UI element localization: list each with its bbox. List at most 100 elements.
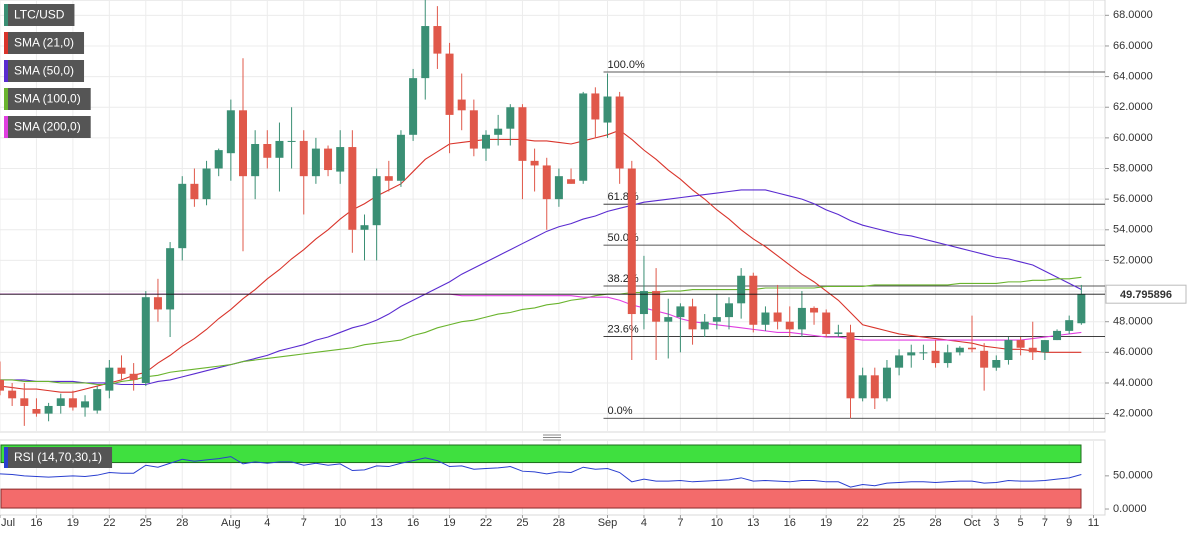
x-tick-label: 5: [1018, 517, 1024, 529]
x-tick-label: 16: [407, 517, 419, 529]
legend-swatch: [4, 4, 8, 26]
legend-label: SMA (21,0): [14, 36, 74, 50]
x-tick-label: 7: [301, 517, 307, 529]
candle-body: [882, 367, 891, 399]
legend-box: [4, 60, 85, 82]
legend-entry[interactable]: SMA (200,0): [4, 116, 91, 138]
candle-body: [105, 367, 114, 391]
x-tick-label: 28: [929, 517, 941, 529]
candle-body: [639, 291, 648, 315]
overbought-band: [0, 444, 1082, 464]
candle-body: [506, 107, 515, 129]
candle-body: [178, 183, 187, 249]
candle-body: [676, 306, 685, 318]
x-tick-label: 7: [677, 517, 683, 529]
candle-body: [955, 347, 964, 353]
x-tick-label: 10: [711, 517, 723, 529]
x-tick-label: 22: [103, 517, 115, 529]
x-tick-label: 16: [30, 517, 42, 529]
candle-body: [482, 134, 490, 149]
candle-body: [275, 140, 284, 158]
candle-body: [372, 176, 381, 226]
candle-body: [166, 248, 175, 310]
candle-body: [810, 307, 819, 313]
x-tick-label: Aug: [221, 517, 241, 529]
candle-body: [1065, 320, 1074, 331]
x-tick-label: 4: [641, 517, 647, 529]
fib-label: 23.6%: [608, 323, 639, 335]
candle-body: [725, 303, 733, 318]
y-tick-label: 64.0000: [1113, 71, 1153, 83]
legend-entry[interactable]: SMA (50,0): [4, 60, 85, 82]
candle-body: [943, 352, 952, 364]
candle-body: [141, 297, 150, 383]
candle-body: [214, 150, 223, 169]
x-tick-label: 3: [993, 517, 999, 529]
candle-body: [1053, 330, 1062, 341]
candle-body: [1077, 294, 1086, 324]
sma-line: [0, 189, 1082, 386]
candle-body: [834, 332, 843, 334]
candle-body: [615, 96, 624, 169]
candle-body: [1016, 340, 1025, 348]
candle-body: [20, 398, 29, 406]
x-tick-label: 25: [140, 517, 152, 529]
candle-body: [396, 134, 405, 181]
legend-entry[interactable]: SMA (21,0): [4, 32, 85, 54]
candle-body: [299, 140, 308, 177]
rsi-legend[interactable]: RSI (14,70,30,1): [4, 447, 113, 468]
legend-swatch: [4, 88, 8, 110]
x-tick-label: 4: [264, 517, 270, 529]
x-tick-label: 19: [443, 517, 455, 529]
y-tick-label: 62.0000: [1113, 101, 1153, 113]
x-tick-label: 10: [334, 517, 346, 529]
candle-body: [688, 306, 697, 330]
legend-swatch: [4, 60, 8, 82]
candle-body: [919, 352, 928, 354]
legend-box: [4, 4, 75, 26]
candle-body: [336, 147, 345, 172]
x-tick-label: 25: [516, 517, 528, 529]
candle-body: [324, 148, 333, 171]
candle-body: [567, 179, 576, 184]
y-tick-label: 54.0000: [1113, 224, 1153, 236]
candle-body: [749, 275, 758, 325]
x-tick-label: 28: [553, 517, 565, 529]
x-tick-label: Jul: [1, 517, 15, 529]
candle-body: [68, 398, 77, 408]
legend-entry[interactable]: SMA (100,0): [4, 88, 91, 110]
legend-entry[interactable]: LTC/USD: [4, 4, 75, 26]
candle-body: [202, 168, 211, 200]
candle-body: [968, 347, 976, 350]
candle-body: [348, 147, 357, 230]
candle-body: [542, 165, 551, 200]
candle-body: [761, 312, 770, 325]
y-tick-label: 0.0000: [1113, 503, 1147, 515]
candle-body: [1028, 347, 1037, 353]
x-tick-label: 13: [747, 517, 759, 529]
candle-body: [263, 144, 272, 158]
sma-line: [0, 276, 1082, 386]
candle-body: [239, 110, 247, 177]
candle-body: [1004, 340, 1013, 360]
last-price-tag: [1105, 284, 1187, 304]
candle-body: [1040, 340, 1049, 353]
y-tick-label: 58.0000: [1113, 162, 1153, 174]
y-tick-label: 50.0000: [1113, 470, 1153, 482]
x-tick-label: Oct: [963, 517, 980, 529]
price-panel: [0, 0, 1106, 433]
y-tick-label: 68.0000: [1113, 9, 1153, 21]
candle-body: [457, 99, 466, 111]
x-tick-label: 16: [784, 517, 796, 529]
candle-body: [190, 183, 199, 200]
panel-resize-handle[interactable]: [543, 434, 561, 441]
candle-body: [797, 307, 806, 330]
candle-body: [603, 96, 612, 123]
candle-body: [627, 168, 636, 315]
candle-body: [384, 176, 393, 181]
candle-body: [433, 26, 442, 54]
candle-body: [870, 375, 879, 399]
x-tick-label: 19: [820, 517, 832, 529]
candle-body: [56, 398, 65, 406]
